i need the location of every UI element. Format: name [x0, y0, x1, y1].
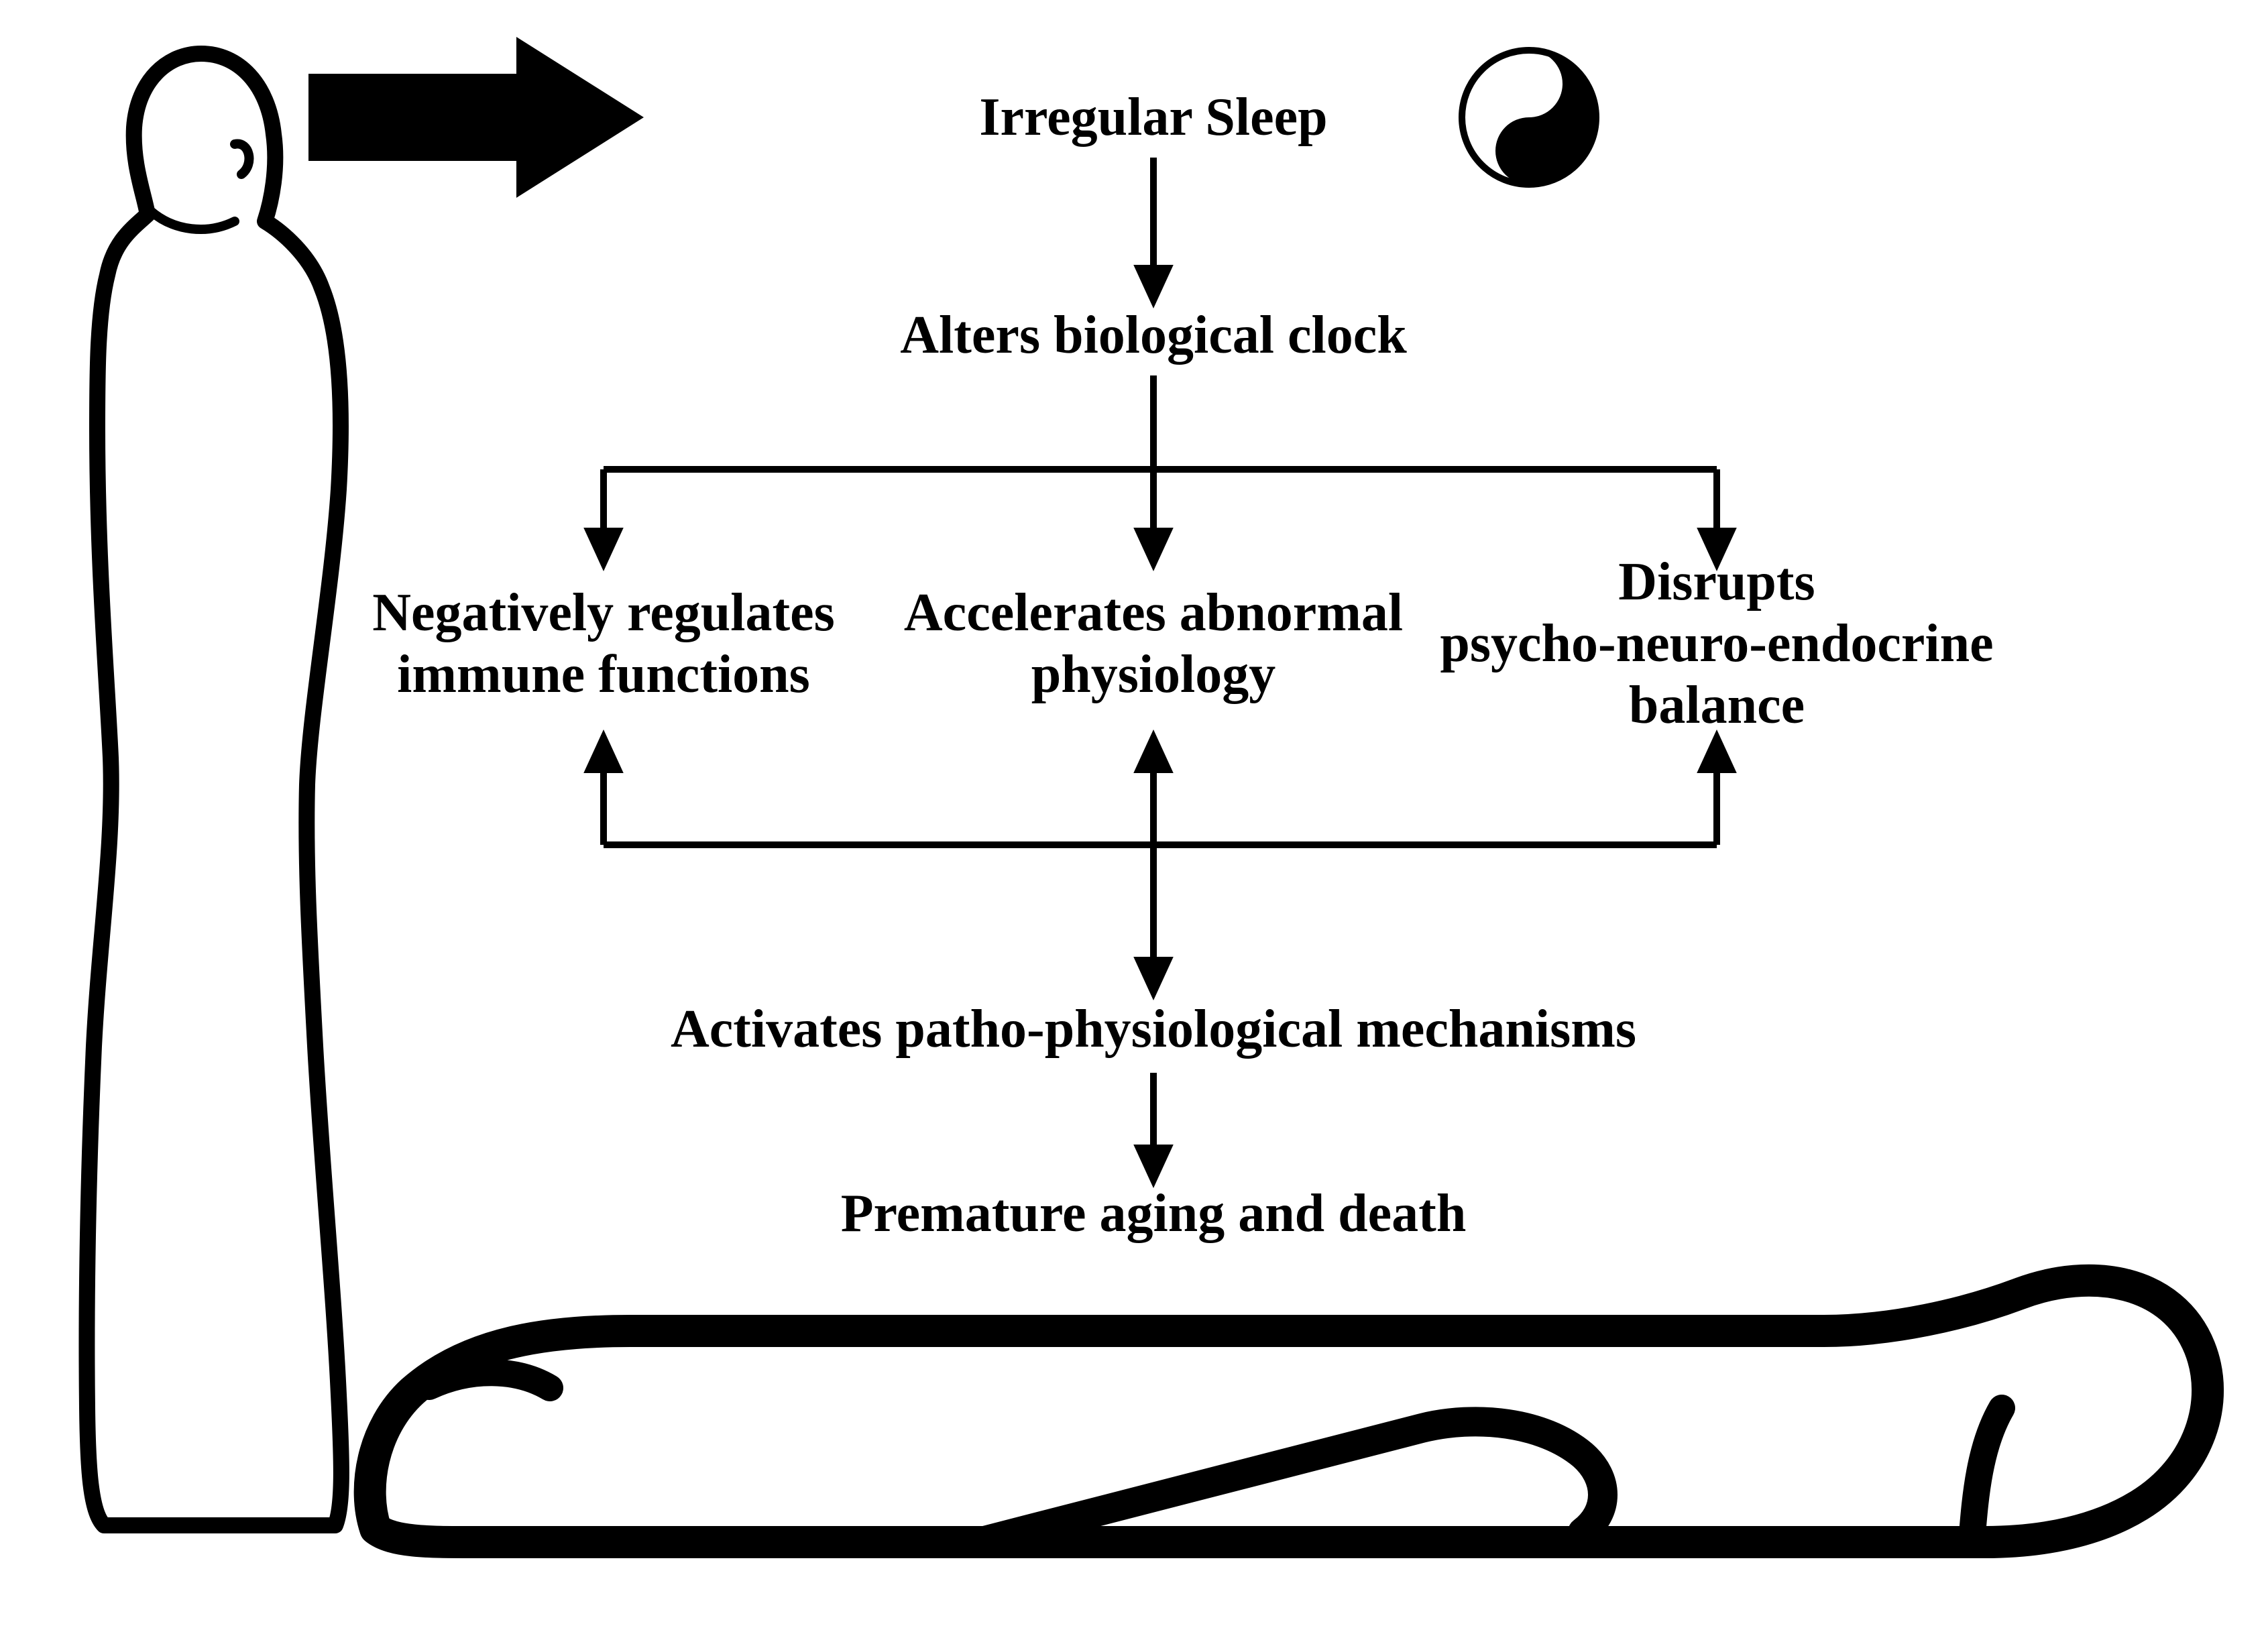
node-endocrine: Disrupts psycho-neuro-endocrine balance — [1440, 551, 1993, 736]
big-arrow-icon — [308, 37, 644, 198]
merge-riser-n4 — [1139, 738, 1168, 845]
fork-drop-n4 — [1139, 469, 1168, 563]
edge-n1-n2 — [1139, 158, 1168, 300]
merge-riser-n3 — [589, 738, 618, 845]
diagram-stage: Irregular Sleep Alters biological clock … — [0, 0, 2268, 1636]
standing-figure-icon — [87, 54, 341, 1525]
fork-drop-n5 — [1702, 469, 1732, 563]
node-physiology: Accelerates abnormal physiology — [904, 582, 1403, 705]
diagram-svg — [0, 0, 2268, 1636]
node-immune: Negatively regulates immune functions — [372, 582, 834, 705]
merge-riser-n5 — [1702, 738, 1732, 845]
node-patho: Activates patho-physiological mechanisms — [671, 998, 1636, 1060]
merge-down-n6 — [1139, 845, 1168, 992]
lying-figure-icon — [370, 1281, 2208, 1542]
fork-drop-n3 — [589, 469, 618, 563]
edge-n6-n7 — [1139, 1073, 1168, 1180]
node-irregular-sleep: Irregular Sleep — [979, 86, 1327, 148]
yin-yang-icon — [1462, 50, 1596, 184]
node-alters-clock: Alters biological clock — [900, 304, 1406, 366]
node-aging-death: Premature aging and death — [841, 1183, 1467, 1244]
